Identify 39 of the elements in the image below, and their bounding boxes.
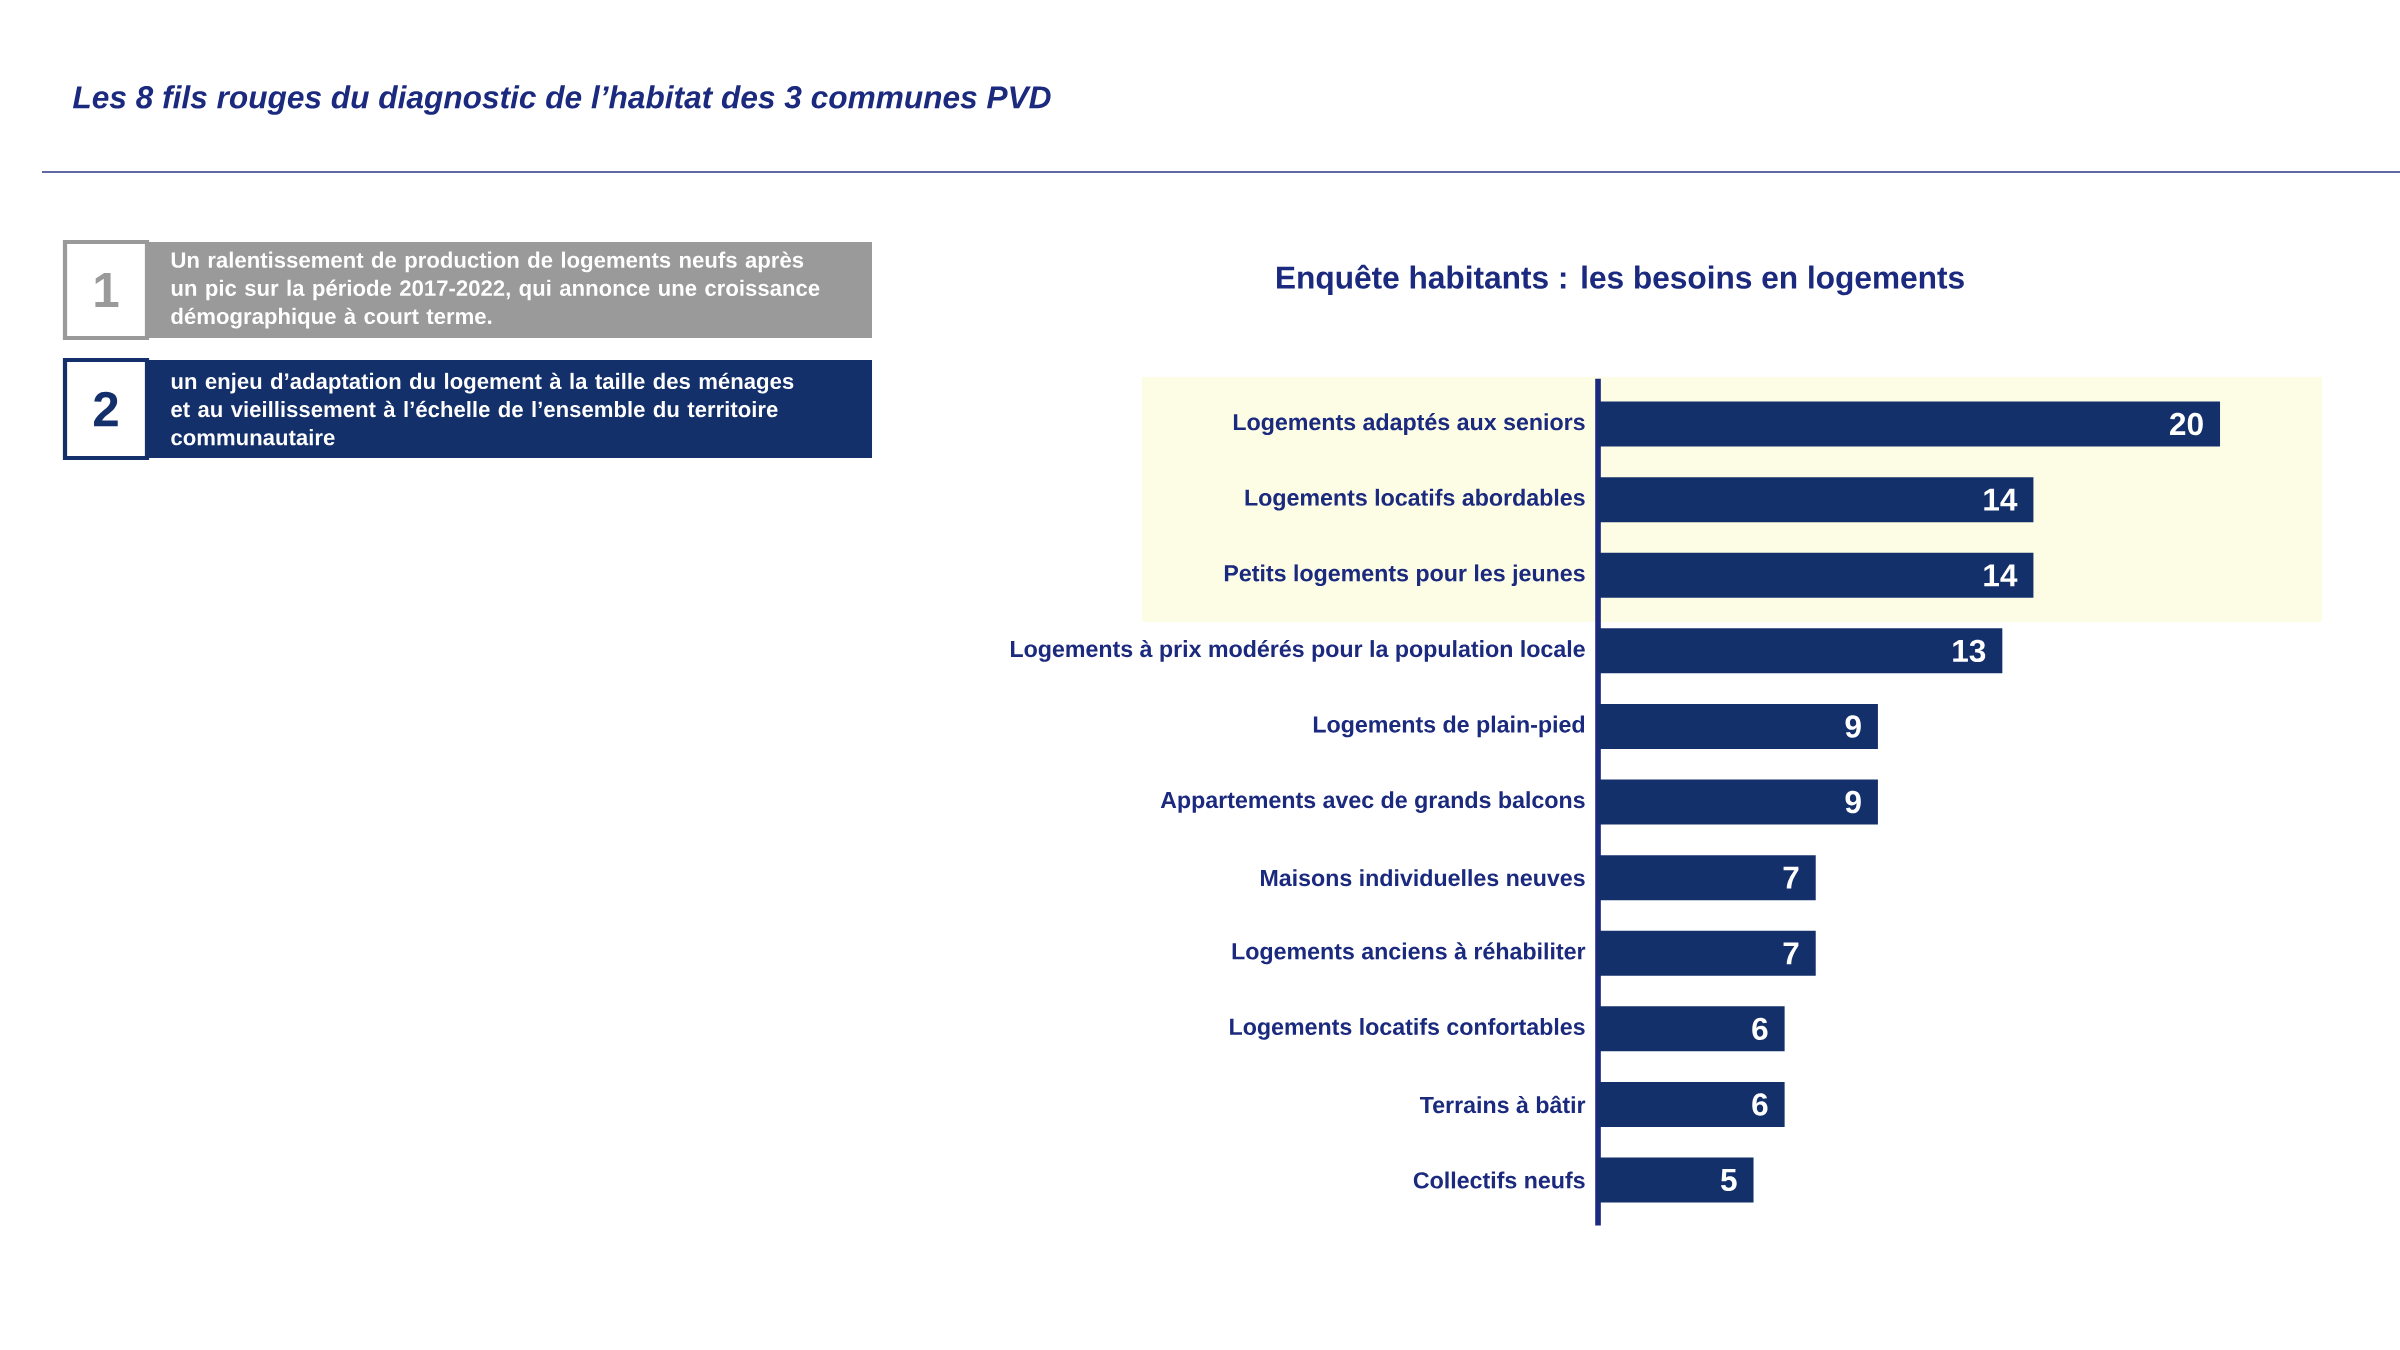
text: Un ralentissement de production de logements neufs après un pic sur la période 2017-2022, qui annonce une croissance démographique à court terme. [171,251,820,329]
y-tick-label: Logements adaptés aux seniors [1233,413,1585,436]
data-label: 5 [1720,1169,1737,1192]
bar [1598,552,2034,598]
y-tick-label: Logements locatifs abordables [1245,488,1585,511]
text: 2 [94,391,118,427]
bar [1598,779,1878,825]
data-label: 7 [1783,866,1799,889]
text: 1 [95,273,119,307]
bar [1598,1006,1785,1052]
y-tick-label: Terrains à bâtir [1420,1095,1586,1114]
bar [1598,477,2034,523]
y-tick-label: Petits logements pour les jeunes [1224,564,1585,587]
y-tick-label: Logements anciens à réhabiliter [1232,942,1586,965]
text: un enjeu d’adaptation du logement à la taille des ménages et au vieillissement à l’échelle de l’ensemble du territoire communautaire [171,372,794,446]
y-tick-label: Logements de plain-pied [1313,715,1585,738]
data-label: 13 [1953,639,1986,663]
bar [1598,401,2221,447]
y-tick-label: Logements locatifs confortables [1230,1018,1585,1040]
chart-subtitle: Enquête habitants : les besoins en logements [1277,264,1964,296]
data-label: 9 [1845,715,1861,738]
bar [1598,703,1878,749]
data-label: 6 [1752,1017,1768,1041]
text: Les 8 fils rouges du diagnostic de l’habitat des 3 communes PVD [72,85,1051,115]
y-tick-label: Collectifs neufs [1413,1171,1585,1189]
data-label: 20 [2170,412,2203,436]
bar [1598,628,2003,674]
data-label: 14 [1984,564,2018,587]
bar [1598,930,1816,976]
bar [1598,1081,1785,1127]
data-label: 9 [1845,790,1861,814]
y-tick-label: Logements à prix modérés pour la population locale [1010,639,1585,662]
data-label: 6 [1752,1093,1768,1116]
y-tick-label: Maisons individuelles neuves [1261,869,1585,887]
bar [1598,855,1816,901]
data-label: 7 [1783,942,1799,965]
data-label: 14 [1984,488,2018,511]
bar [1598,1157,1754,1203]
y-tick-label: Appartements avec de grands balcons [1160,791,1585,813]
